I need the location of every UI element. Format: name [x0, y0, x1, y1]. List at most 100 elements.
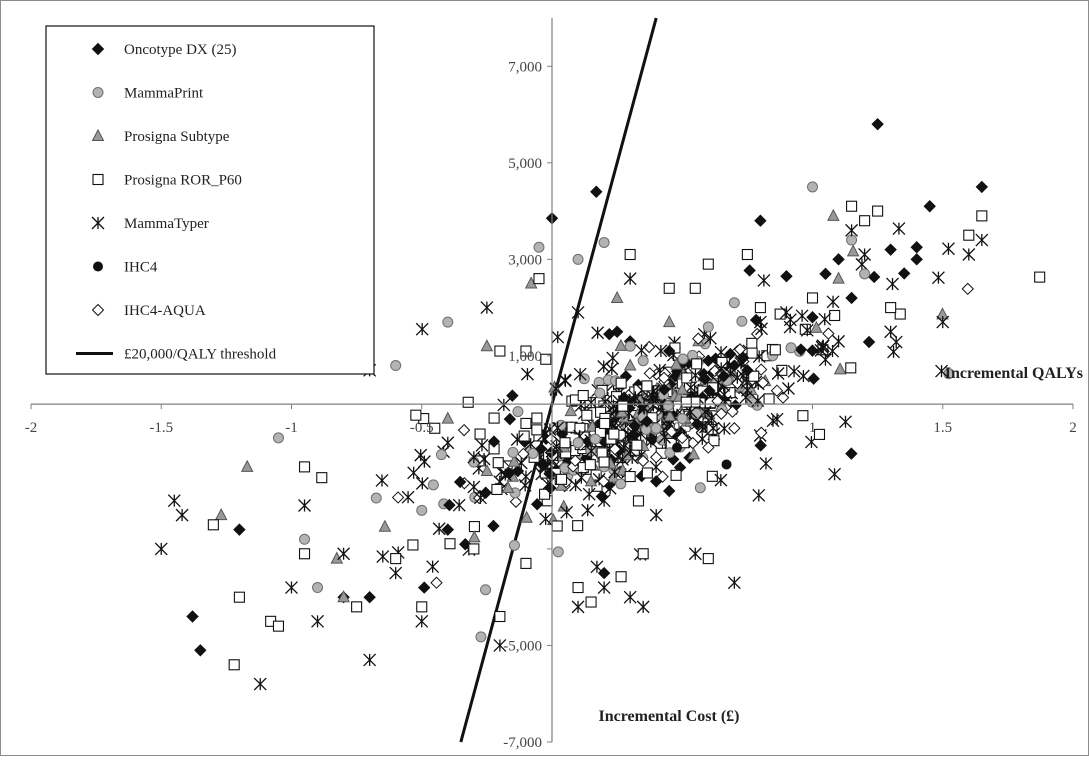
cluster-wide-point: [816, 339, 830, 353]
y-tick-label: -7,000: [503, 735, 542, 751]
cluster-wide-point: [510, 433, 524, 446]
cluster-wide-point: [839, 415, 852, 429]
data-point: [649, 451, 663, 464]
data-point: [754, 302, 766, 314]
cluster-wide-point: [574, 471, 588, 485]
cluster-wide-point: [444, 538, 456, 550]
cluster-wide-point: [631, 439, 643, 451]
data-point: [846, 234, 858, 246]
data-point: [363, 653, 377, 667]
data-point: [416, 504, 428, 516]
data-point: [598, 236, 610, 248]
cluster-core-point: [810, 320, 823, 333]
cluster-wide-point: [677, 353, 689, 365]
cluster-wide-point: [708, 364, 722, 378]
data-point: [233, 591, 245, 603]
cluster-wide-point: [807, 372, 820, 385]
data-point: [702, 258, 714, 270]
cluster-core-point: [556, 473, 568, 485]
cluster-wide-point: [552, 546, 564, 558]
data-point: [884, 243, 897, 256]
data-point: [194, 644, 207, 657]
data-point: [312, 582, 324, 594]
cluster-core-point: [733, 343, 747, 356]
cluster-wide-point: [378, 519, 392, 532]
cluster-wide-point: [514, 456, 528, 470]
cluster-wide-point: [935, 364, 948, 378]
data-point: [663, 282, 675, 294]
cluster-wide-point: [591, 326, 605, 340]
legend-marker: [91, 216, 105, 230]
cluster-wide-point: [757, 274, 771, 287]
cluster-wide-point: [763, 393, 775, 405]
cluster-core-point: [551, 421, 565, 435]
cluster-wide-point: [785, 342, 797, 354]
legend-marker: [92, 173, 104, 186]
legend-label: MammaPrint: [124, 86, 204, 102]
data-point: [584, 474, 598, 487]
cluster-core-point: [480, 463, 494, 477]
data-point: [754, 214, 767, 227]
data-point: [585, 596, 597, 608]
data-point: [603, 327, 616, 341]
cluster-wide-point: [754, 439, 767, 452]
cluster-wide-point: [818, 353, 832, 367]
data-point: [624, 340, 636, 352]
data-point: [415, 614, 429, 628]
cluster-wide-point: [698, 372, 712, 386]
data-point: [827, 208, 840, 221]
cluster-wide-point: [756, 376, 770, 389]
cluster-wide-point: [886, 277, 899, 291]
data-point: [186, 610, 199, 623]
cluster-wide-point: [743, 264, 756, 277]
data-point: [520, 557, 532, 569]
data-point: [741, 364, 754, 377]
data-point: [298, 461, 311, 473]
cluster-wide-point: [748, 370, 760, 382]
cluster-wide-point: [797, 410, 809, 422]
cluster-core-point: [795, 309, 809, 323]
data-point: [441, 436, 455, 450]
cluster-core-point: [415, 476, 429, 490]
cluster-core-point: [581, 503, 595, 517]
cluster-wide-point: [829, 309, 841, 322]
cluster-core-point: [582, 487, 596, 501]
cluster-wide-point: [426, 560, 440, 574]
cluster-wide-point: [703, 331, 717, 345]
cluster-core-point: [794, 343, 808, 356]
legend-label: IHC4-AQUA: [124, 303, 206, 319]
cluster-wide-point: [605, 362, 619, 376]
cluster-wide-point: [498, 468, 512, 482]
cluster-wide-point: [520, 367, 534, 381]
data-point: [520, 345, 532, 357]
legend-label: MammaTyper: [124, 216, 209, 232]
cluster-wide-point: [375, 473, 389, 487]
cluster-wide-point: [717, 422, 731, 436]
cluster-wide-point: [401, 490, 415, 504]
cluster-wide-point: [931, 271, 945, 285]
data-point: [663, 484, 676, 498]
data-point: [520, 417, 532, 429]
x-axis-title: Incremental QALYs: [945, 365, 1083, 382]
x-tick-label: -1: [285, 420, 298, 436]
cluster-wide-point: [769, 344, 781, 356]
cluster-wide-point: [614, 338, 628, 351]
cluster-wide-point: [664, 447, 676, 459]
cluster-wide-point: [941, 242, 955, 256]
data-point: [819, 267, 832, 281]
data-point: [975, 233, 989, 247]
data-point: [963, 229, 975, 241]
data-point: [442, 316, 454, 328]
data-point: [390, 360, 402, 372]
data-point: [623, 590, 637, 604]
cluster-wide-point: [391, 491, 405, 504]
data-point: [480, 301, 494, 315]
cluster-wide-point: [569, 454, 582, 467]
data-point: [272, 620, 285, 632]
cluster-wide-point: [736, 315, 748, 327]
cluster-wide-point: [766, 414, 780, 428]
cluster-core-point: [708, 435, 720, 447]
cluster-wide-point: [540, 353, 552, 365]
data-point: [233, 523, 246, 536]
